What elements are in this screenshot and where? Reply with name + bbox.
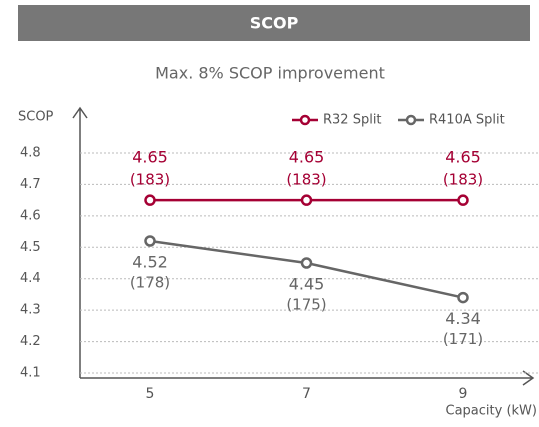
data-label-secondary: (183)	[286, 171, 326, 189]
point	[300, 194, 313, 206]
legend-label: R410A Split	[429, 113, 505, 128]
y-tick-label: 4.6	[20, 208, 41, 223]
header: SCOP	[250, 14, 299, 33]
x-tick-label: 9	[459, 386, 468, 402]
data-label: 4.65	[132, 148, 168, 167]
x-tick-label: 5	[146, 386, 155, 402]
point	[144, 194, 156, 206]
y-tick-label: 4.2	[20, 334, 41, 349]
y-tick-label: 4.3	[20, 303, 41, 318]
data-label-secondary: (171)	[443, 330, 483, 348]
data-label: 4.65	[445, 148, 481, 167]
x-tick-label: 7	[302, 386, 311, 402]
y-tick-label: 4.4	[20, 271, 41, 286]
legend-marker	[299, 114, 311, 126]
data-label-secondary: (183)	[130, 171, 170, 189]
x-axis-label: Capacity (kW)	[446, 404, 537, 419]
legend-marker	[405, 114, 417, 126]
y-axis-label: SCOP	[18, 110, 54, 125]
data-label: 4.65	[289, 148, 325, 167]
point	[144, 235, 156, 247]
chart-title: Max. 8% SCOP improvement	[155, 64, 385, 83]
data-label: 4.45	[289, 275, 325, 294]
data-label: 4.52	[132, 253, 168, 272]
data-label-secondary: (183)	[443, 171, 483, 189]
point	[457, 194, 469, 206]
data-label: 4.34	[445, 309, 481, 328]
data-label-secondary: (175)	[286, 296, 326, 314]
point	[300, 257, 313, 269]
y-tick-label: 4.5	[20, 240, 41, 255]
header-bar	[18, 5, 530, 41]
y-tick-label: 4.8	[20, 146, 41, 161]
data-label-secondary: (178)	[130, 274, 170, 292]
y-tick-label: 4.7	[20, 177, 41, 192]
y-tick-label: 4.1	[20, 366, 41, 381]
legend-label: R32 Split	[323, 113, 382, 128]
point	[457, 291, 469, 304]
